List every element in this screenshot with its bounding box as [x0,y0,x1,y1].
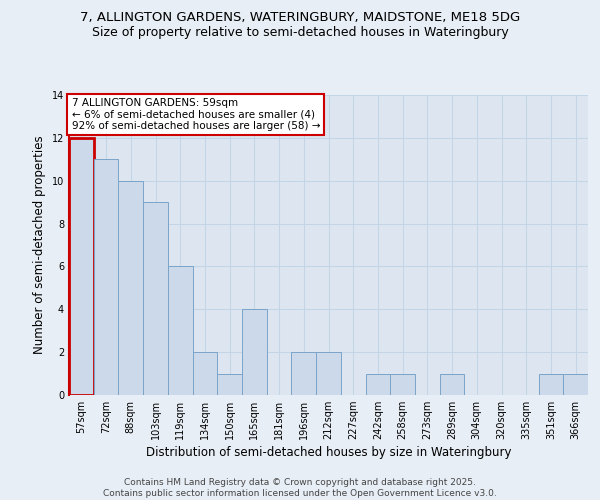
Bar [193,352,217,395]
Bar [69,138,94,395]
Text: 7 ALLINGTON GARDENS: 59sqm
← 6% of semi-detached houses are smaller (4)
92% of s: 7 ALLINGTON GARDENS: 59sqm ← 6% of semi-… [71,98,320,131]
Text: 7, ALLINGTON GARDENS, WATERINGBURY, MAIDSTONE, ME18 5DG: 7, ALLINGTON GARDENS, WATERINGBURY, MAID… [80,11,520,24]
Bar [94,160,118,395]
Bar [242,310,267,395]
Bar [539,374,563,395]
Bar [563,374,588,395]
Bar [143,202,168,395]
Text: Size of property relative to semi-detached houses in Wateringbury: Size of property relative to semi-detach… [92,26,508,39]
Bar [390,374,415,395]
Text: Contains HM Land Registry data © Crown copyright and database right 2025.
Contai: Contains HM Land Registry data © Crown c… [103,478,497,498]
Bar [365,374,390,395]
Bar [440,374,464,395]
Bar [316,352,341,395]
Bar [292,352,316,395]
X-axis label: Distribution of semi-detached houses by size in Wateringbury: Distribution of semi-detached houses by … [146,446,511,460]
Bar [118,180,143,395]
Y-axis label: Number of semi-detached properties: Number of semi-detached properties [33,136,46,354]
Bar [168,266,193,395]
Bar [217,374,242,395]
